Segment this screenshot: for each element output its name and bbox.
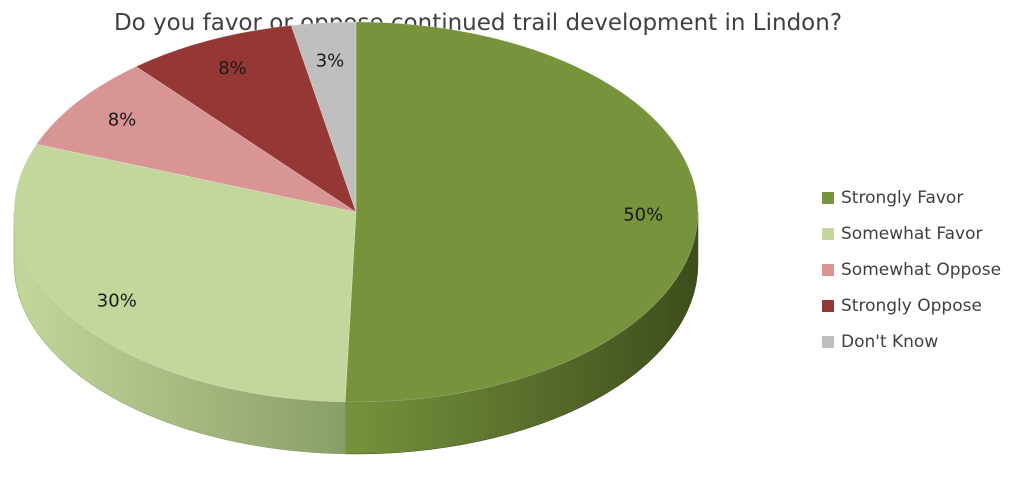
legend-label: Don't Know: [841, 332, 939, 352]
legend-label: Strongly Oppose: [841, 296, 982, 316]
data-label-strongly-favor: 50%: [623, 205, 663, 226]
pie-slice-somewhat-oppose: [36, 66, 357, 213]
pie-slice-don-t-know: [290, 21, 357, 213]
legend-swatch: [822, 264, 834, 276]
legend-item-strongly-oppose: Strongly Oppose: [822, 288, 1027, 324]
data-label-somewhat-oppose: 8%: [108, 109, 137, 130]
chart-title: Do you favor or oppose continued trail d…: [113, 10, 843, 36]
legend-label: Somewhat Oppose: [841, 260, 1002, 280]
legend-item-somewhat-oppose: Somewhat Oppose: [822, 252, 1027, 288]
data-label-don-t-know: 3%: [316, 51, 345, 72]
legend-label: Strongly Favor: [841, 188, 964, 208]
chart-legend: Strongly Favor Somewhat Favor Somewhat Opp…: [822, 180, 1027, 360]
data-label-somewhat-favor: 30%: [97, 290, 137, 311]
pie-data-labels: 50% 30% 8% 8% 3%: [97, 51, 663, 312]
legend-item-somewhat-favor: Somewhat Favor: [822, 216, 1027, 252]
pie-slice-strongly-oppose: [135, 25, 357, 213]
legend-item-strongly-favor: Strongly Favor: [822, 180, 1027, 216]
legend-swatch: [822, 228, 834, 240]
legend-swatch: [822, 336, 834, 348]
pie-slice-strongly-favor: [344, 21, 699, 403]
data-label-strongly-oppose: 8%: [218, 58, 247, 79]
legend-label: Somewhat Favor: [841, 224, 983, 244]
pie-slice-somewhat-favor: [13, 143, 357, 403]
legend-item-don-t-know: Don't Know: [822, 324, 1027, 360]
legend-swatch: [822, 300, 834, 312]
pie-slices: [13, 21, 699, 403]
legend-swatch: [822, 192, 834, 204]
